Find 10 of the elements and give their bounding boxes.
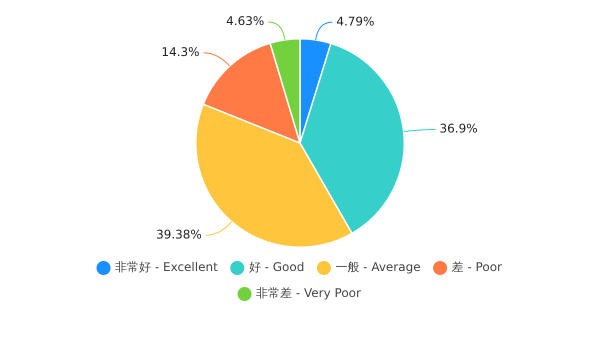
legend-label: 差 - Poor bbox=[452, 260, 502, 274]
legend-label: 一般 - Average bbox=[335, 260, 421, 274]
data-label: 4.79% bbox=[336, 14, 374, 28]
legend-label: 好 - Good bbox=[248, 260, 304, 274]
legend-label: 非常好 - Excellent bbox=[115, 260, 218, 274]
data-label: 39.38% bbox=[156, 227, 202, 242]
data-label: 14.3% bbox=[161, 44, 200, 59]
legend-label: 非常差 - Very Poor bbox=[256, 286, 362, 300]
data-label: 4.63% bbox=[226, 14, 264, 28]
data-label: 36.9% bbox=[440, 122, 478, 136]
